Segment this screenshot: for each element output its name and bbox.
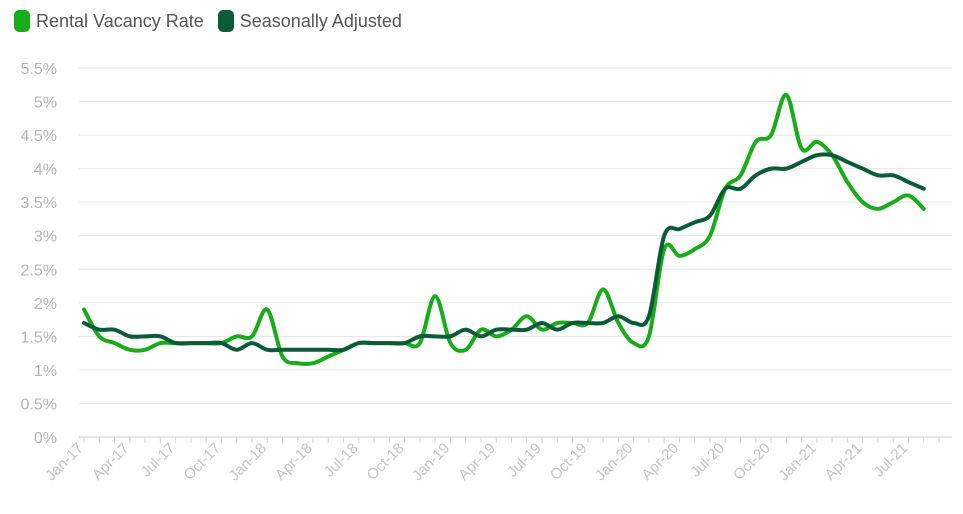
legend-label-rental-vacancy-rate: Rental Vacancy Rate: [36, 10, 204, 31]
y-tick-label: 1%: [34, 363, 57, 380]
legend-label-seasonally-adjusted: Seasonally Adjusted: [239, 10, 402, 31]
series-points-rental-vacancy-rate: [82, 93, 926, 365]
x-tick-label: Oct-18: [364, 440, 408, 484]
y-tick-label: 4.5%: [21, 128, 57, 145]
y-tick-label: 4%: [34, 162, 57, 179]
y-tick-label: 2.5%: [21, 262, 57, 279]
series-line-seasonally-adjusted[interactable]: [82, 152, 926, 353]
x-tick-label: Jan-20: [592, 440, 636, 484]
y-tick-label: 3.5%: [21, 195, 57, 212]
x-tick-label: Jul-21: [870, 440, 911, 481]
gridlines: [79, 67, 952, 438]
y-tick-label: 5%: [34, 95, 57, 112]
x-tick-label: Oct-20: [730, 440, 774, 484]
legend-item-rental-vacancy-rate[interactable]: Rental Vacancy Rate: [14, 10, 204, 32]
y-tick-label: 5.5%: [21, 61, 57, 78]
x-tick-label: Oct-17: [180, 440, 224, 484]
x-tick-label: Apr-17: [89, 440, 133, 484]
y-tick-label: 2%: [34, 296, 57, 313]
x-tick-label: Apr-19: [455, 440, 499, 484]
x-tick-label: Jan-19: [409, 440, 453, 484]
x-tick-label: Jan-21: [775, 440, 819, 484]
legend-item-seasonally-adjusted[interactable]: Seasonally Adjusted: [217, 10, 402, 32]
y-tick-label: 1.5%: [21, 329, 57, 346]
x-tick-label: Jul-17: [138, 440, 179, 481]
series-lines: [82, 92, 926, 367]
x-tick-label: Apr-21: [822, 440, 866, 484]
x-axis: Jan-17 Apr-17 Jul-17 Oct-17 Jan-18 Apr-18 Jul-…: [42, 437, 940, 484]
legend-swatch-seasonally-adjusted: [217, 10, 234, 32]
x-tick-label: Jul-20: [687, 440, 728, 481]
y-tick-label: 3%: [34, 229, 57, 246]
y-axis: 0% 0.5% 1% 1.5% 2% 2.5% 3% 3.5% 4% 4.5% 5% 5.5%: [21, 61, 57, 447]
x-tick-label: Oct-19: [547, 440, 591, 484]
chart-legend: Rental Vacancy Rate Seasonally Adjusted: [14, 10, 402, 32]
x-tick-label: Jul-18: [321, 440, 362, 481]
x-tick-label: Jul-19: [504, 440, 545, 481]
series-points-seasonally-adjusted: [82, 153, 926, 352]
legend-swatch-rental-vacancy-rate: [14, 10, 30, 32]
x-tick-label: Apr-18: [272, 440, 316, 484]
x-tick-label: Jan-18: [226, 440, 270, 484]
y-tick-label: 0.5%: [21, 396, 57, 413]
x-tick-label: Apr-20: [638, 440, 682, 484]
y-tick-label: 0%: [34, 430, 57, 447]
